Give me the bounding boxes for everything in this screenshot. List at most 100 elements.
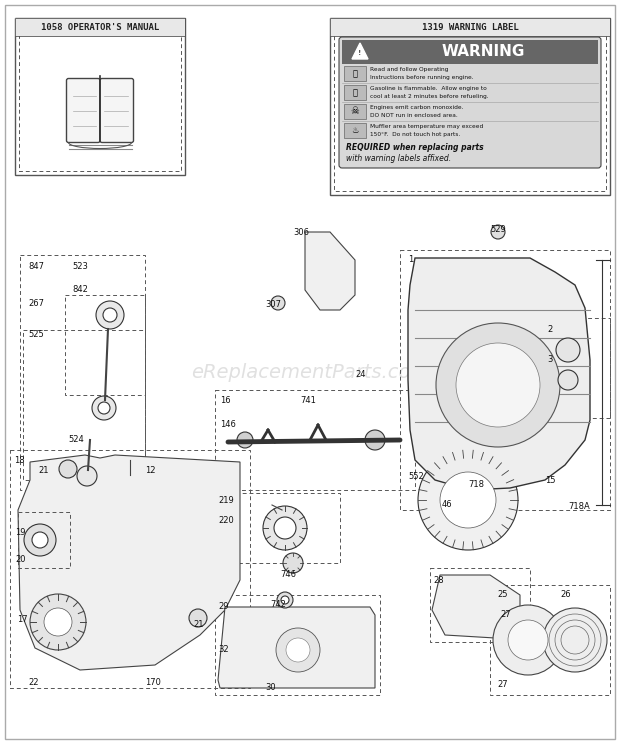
Text: 1058 OPERATOR'S MANUAL: 1058 OPERATOR'S MANUAL [41,22,159,31]
Circle shape [77,466,97,486]
Bar [344,123,366,138]
Text: 1: 1 [408,255,414,264]
Text: 21: 21 [193,620,203,629]
Circle shape [436,323,560,447]
Text: eReplacementParts.com: eReplacementParts.com [191,362,429,382]
Bar [15,18,185,175]
Bar [540,318,610,418]
Text: 22: 22 [28,678,38,687]
Bar [344,66,366,81]
Text: 15: 15 [545,476,556,485]
Text: 27: 27 [497,680,508,689]
Text: with warning labels affixed.: with warning labels affixed. [346,154,451,163]
Text: Read and follow Operating: Read and follow Operating [370,67,448,72]
Text: 20: 20 [15,555,25,564]
Text: 842: 842 [72,285,88,294]
Bar [18,512,70,568]
Text: Gasoline is flammable.  Allow engine to: Gasoline is flammable. Allow engine to [370,86,487,91]
Circle shape [98,402,110,414]
Text: 718A: 718A [568,502,590,511]
Circle shape [281,596,289,604]
Text: 28: 28 [433,576,444,585]
Text: 2: 2 [547,325,552,334]
Text: 741: 741 [300,396,316,405]
Bar [19,22,181,171]
Circle shape [44,608,72,636]
Bar [342,40,598,64]
Polygon shape [218,607,375,688]
Text: 150°F.  Do not touch hot parts.: 150°F. Do not touch hot parts. [370,132,460,137]
Text: Muffler area temperature may exceed: Muffler area temperature may exceed [370,124,483,129]
Circle shape [30,594,86,650]
Bar [10,450,250,688]
Text: 21: 21 [38,466,48,475]
Bar [334,22,606,191]
Text: Instructions before running engine.: Instructions before running engine. [370,75,474,80]
Circle shape [189,609,207,627]
Polygon shape [18,455,240,670]
Text: 267: 267 [28,299,44,308]
Circle shape [418,450,518,550]
Polygon shape [432,575,520,638]
Circle shape [456,343,540,427]
Circle shape [96,301,124,329]
Text: 18: 18 [14,456,25,465]
Text: 📖: 📖 [353,69,358,78]
Circle shape [24,524,56,556]
Text: 46: 46 [442,500,453,509]
Circle shape [440,472,496,528]
Text: 552: 552 [408,472,423,481]
Text: Engines emit carbon monoxide.: Engines emit carbon monoxide. [370,105,464,110]
Text: 523: 523 [72,262,88,271]
Text: ♨: ♨ [352,126,359,135]
Text: 307: 307 [265,300,281,309]
Text: 219: 219 [218,496,234,505]
Bar [215,595,380,695]
Text: 146: 146 [220,420,236,429]
Text: 524: 524 [68,435,84,444]
Text: DO NOT run in enclosed area.: DO NOT run in enclosed area. [370,113,458,118]
Bar [344,104,366,119]
FancyBboxPatch shape [100,79,133,143]
Circle shape [263,506,307,550]
Bar [490,585,610,695]
Text: 12: 12 [145,466,156,475]
Text: 718: 718 [468,480,484,489]
Circle shape [92,396,116,420]
Circle shape [103,308,117,322]
Circle shape [365,430,385,450]
Circle shape [286,638,310,662]
Circle shape [556,338,580,362]
Text: 1319 WARNING LABEL: 1319 WARNING LABEL [422,22,518,31]
Text: 24: 24 [355,370,366,379]
Text: 847: 847 [28,262,44,271]
Text: 525: 525 [28,330,44,339]
Text: 19: 19 [15,528,25,537]
Text: 529: 529 [490,225,506,234]
Text: 220: 220 [218,516,234,525]
Text: 170: 170 [145,678,161,687]
Polygon shape [352,43,368,59]
Bar [215,390,415,490]
Circle shape [277,592,293,608]
Text: ☠: ☠ [351,106,360,117]
Bar [330,18,610,36]
Circle shape [276,628,320,672]
Text: 25: 25 [497,590,508,599]
Text: 29: 29 [218,602,229,611]
Bar [344,85,366,100]
Bar [330,18,610,36]
Bar [20,255,145,490]
Text: !: ! [358,50,361,56]
Circle shape [59,460,77,478]
FancyBboxPatch shape [66,79,100,143]
Bar [15,18,185,36]
Polygon shape [408,258,590,490]
Text: 306: 306 [293,228,309,237]
Text: REQUIRED when replacing parts: REQUIRED when replacing parts [346,143,484,152]
Text: 🔥: 🔥 [353,88,358,97]
Bar [430,568,530,642]
Circle shape [274,517,296,539]
Text: cool at least 2 minutes before refueling.: cool at least 2 minutes before refueling… [370,94,489,99]
Text: WARNING: WARNING [441,45,525,60]
